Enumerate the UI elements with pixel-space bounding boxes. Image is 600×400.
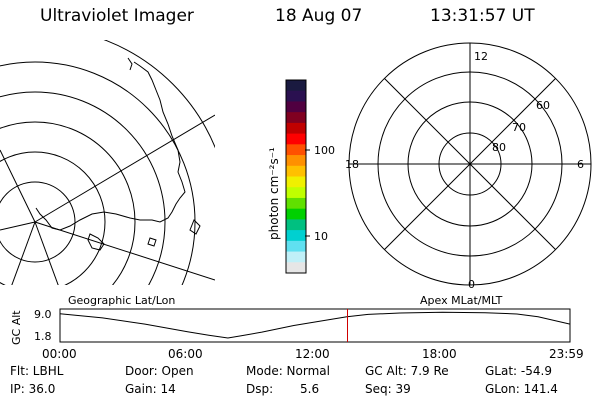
altitude-chart	[59, 309, 571, 342]
colorbar-segment	[286, 208, 306, 220]
y-tick-label-9: 9.0	[34, 308, 52, 321]
altitude-chart-frame	[59, 308, 571, 343]
mlt-label-18: 18	[345, 158, 359, 171]
colorbar-unit-label: photon cm⁻²s⁻¹	[267, 147, 281, 240]
ip-info: IP: 36.0	[10, 382, 56, 396]
colorbar-segment	[286, 112, 306, 124]
lat-circle	[0, 61, 196, 285]
mlt-label-6: 6	[577, 158, 584, 171]
dsp-label: Dsp:	[246, 382, 274, 396]
meridian-line	[34, 221, 215, 281]
coastline	[127, 57, 133, 71]
apex-label: Apex MLat/MLT	[420, 294, 503, 307]
colorbar-segment	[286, 122, 306, 135]
colorbar-segment	[286, 219, 306, 231]
x-tick-label-0000: 00:00	[42, 347, 77, 361]
colorbar-segment	[286, 187, 306, 199]
date-label: 18 Aug 07	[275, 6, 363, 26]
colorbar-frame	[285, 79, 307, 274]
colorbar-segment	[286, 144, 306, 156]
x-tick-label-2359: 23:59	[549, 347, 584, 361]
colorbar-label-100: 100	[314, 144, 335, 157]
colorbar-segment	[286, 165, 306, 177]
colorbar-segment	[286, 80, 306, 92]
colorbar-segment	[286, 251, 306, 263]
geographic-map	[0, 40, 215, 285]
island-coastline	[189, 219, 201, 235]
coastline	[35, 61, 186, 231]
colorbar-segment	[286, 155, 306, 167]
mlt-label-0: 0	[468, 278, 475, 291]
lat-label-60: 60	[536, 99, 550, 112]
filter-info: Flt: LBHL	[10, 364, 64, 378]
x-tick-label-1800: 18:00	[422, 347, 457, 361]
colorbar-segment	[286, 240, 306, 253]
colorbar-segment	[286, 262, 306, 274]
color-bar	[285, 79, 307, 274]
time-label: 13:31:57 UT	[430, 6, 535, 26]
colorbar-label-10: 10	[314, 230, 328, 243]
glat-info: GLat: -54.9	[485, 364, 552, 378]
lat-circle	[0, 121, 136, 285]
dsp-value: 5.6	[300, 382, 320, 396]
island-coastline	[87, 233, 105, 251]
colorbar-segment	[286, 176, 306, 188]
x-tick-label-1200: 12:00	[295, 347, 330, 361]
colorbar-segment	[286, 101, 306, 113]
mode-info: Mode: Normal	[246, 364, 330, 378]
polar-plot	[348, 42, 592, 286]
glon-info: GLon: 141.4	[485, 382, 558, 396]
lat-circle	[0, 181, 76, 263]
meridian-line	[0, 149, 36, 223]
y-tick-label-1-8: 1.8	[34, 330, 52, 343]
lat-circle	[0, 151, 106, 285]
colorbar-segment	[286, 133, 306, 145]
seq-info: Seq: 39	[365, 382, 411, 396]
island-coastline	[147, 237, 157, 247]
gc-alt-info: GC Alt: 7.9 Re	[365, 364, 449, 378]
polar-diagonal	[384, 78, 556, 250]
meridian-line	[0, 221, 36, 231]
altitude-series-line	[59, 311, 571, 339]
altitude-axis-label: GC Alt	[10, 310, 23, 345]
meridian-line	[34, 221, 59, 285]
colorbar-segment	[286, 90, 306, 102]
mlt-label-12: 12	[474, 50, 488, 63]
meridian-line	[11, 221, 36, 285]
gain-info: Gain: 14	[125, 382, 176, 396]
colorbar-segment	[286, 197, 306, 210]
instrument-title: Ultraviolet Imager	[40, 6, 194, 26]
lat-circle	[0, 91, 166, 285]
meridian-line	[34, 114, 215, 223]
colorbar-segment	[286, 230, 306, 242]
lat-label-80: 80	[492, 141, 506, 154]
x-tick-label-0600: 06:00	[168, 347, 203, 361]
lat-label-70: 70	[512, 121, 526, 134]
geographic-label: Geographic Lat/Lon	[68, 294, 175, 307]
door-info: Door: Open	[125, 364, 194, 378]
